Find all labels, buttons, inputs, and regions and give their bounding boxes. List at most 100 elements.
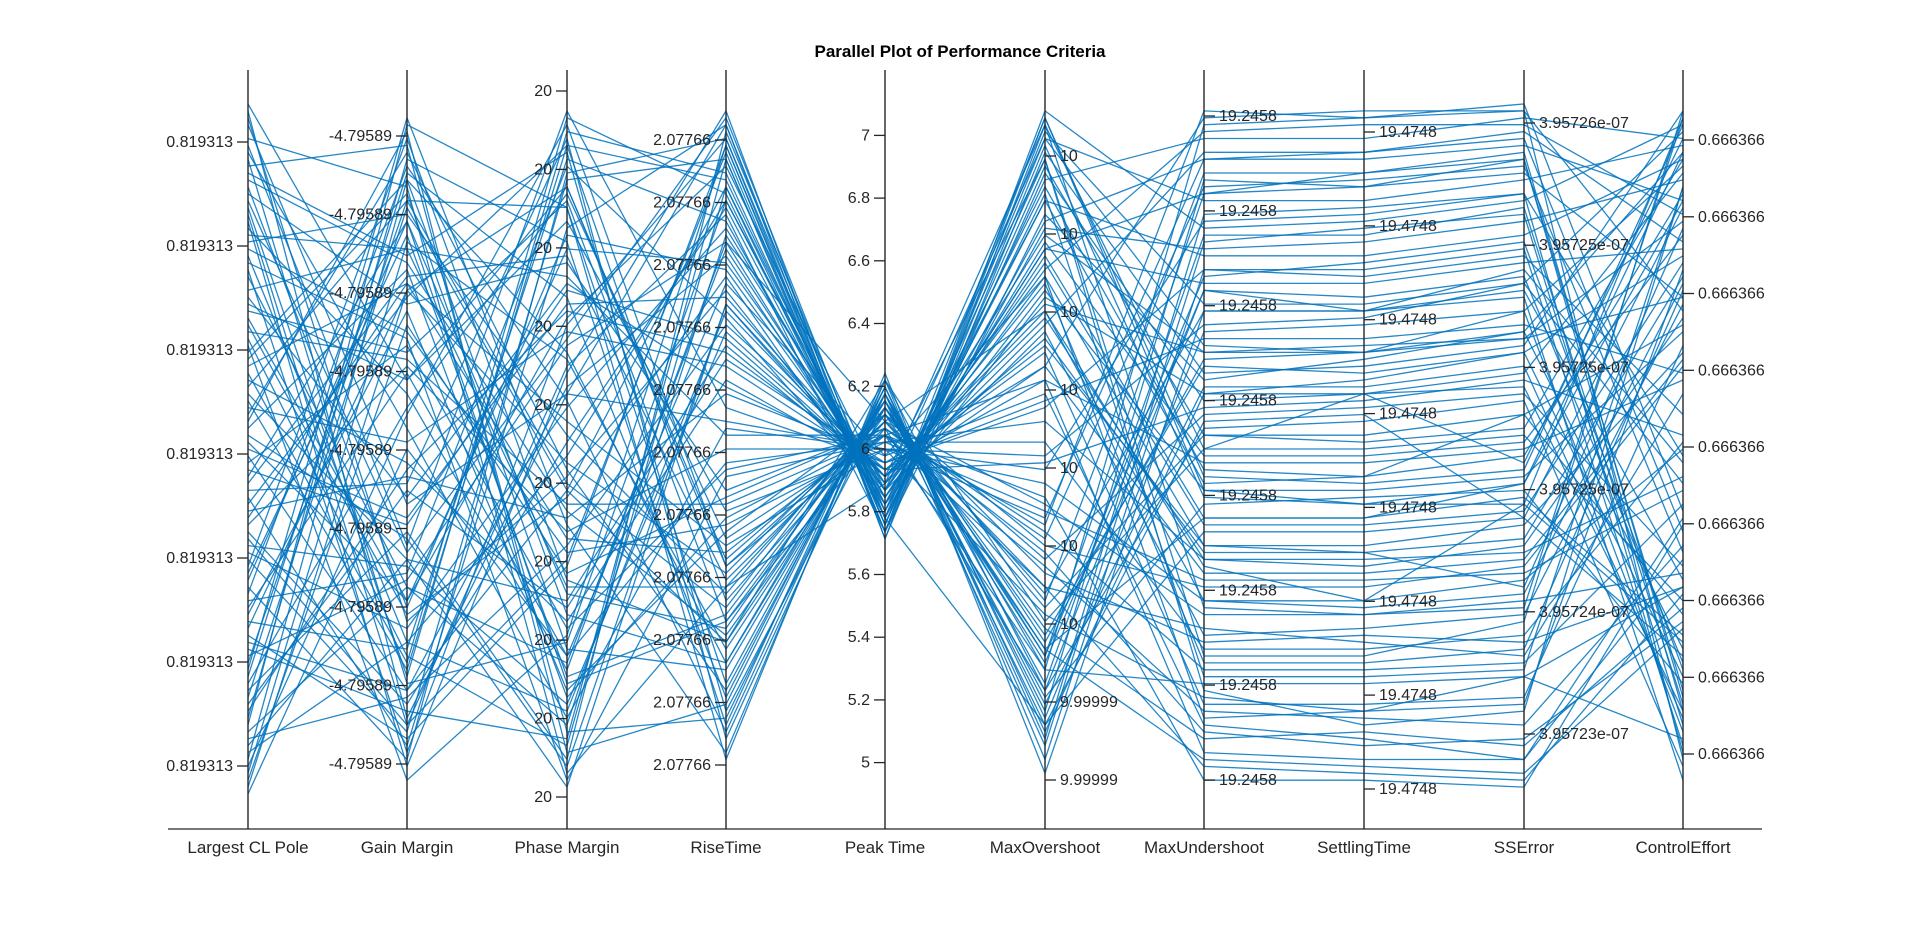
tick-label: 19.4748 xyxy=(1379,593,1437,610)
tick-label: 20 xyxy=(534,397,552,414)
tick-label: 6.6 xyxy=(848,253,870,270)
axis-settlingtime: 19.4748 19.4748 19.4748 19.4748 19.4748 19.47… xyxy=(1317,70,1437,857)
axis-label: ControlEffort xyxy=(1635,838,1730,857)
tick-label: 5.4 xyxy=(848,629,870,646)
data-lines xyxy=(247,103,1684,795)
axis-risetime: 2.07766 2.07766 2.07766 2.07766 2.07766 2.077… xyxy=(653,70,762,857)
data-line xyxy=(247,129,1684,754)
data-line xyxy=(247,130,1684,727)
tick-label: 2.07766 xyxy=(653,757,711,774)
tick-label: 5 xyxy=(861,755,870,772)
tick-label: 7 xyxy=(861,127,870,144)
data-line xyxy=(247,116,1684,782)
tick-label: 10 xyxy=(1060,148,1078,165)
data-line xyxy=(247,268,1684,726)
tick-label: 10 xyxy=(1060,226,1078,243)
data-line xyxy=(247,109,1684,727)
tick-label: 6.4 xyxy=(848,316,870,333)
tick-label: 0.819313 xyxy=(166,238,233,255)
data-line xyxy=(247,289,1684,567)
data-line xyxy=(247,123,1684,775)
data-line xyxy=(247,241,1684,657)
tick-label: 19.2458 xyxy=(1219,298,1277,315)
tick-label: 20 xyxy=(534,240,552,257)
tick-label: 2.07766 xyxy=(653,320,711,337)
data-line xyxy=(247,240,1684,774)
tick-label: 19.4748 xyxy=(1379,406,1437,423)
tick-label: 3.95724e-07 xyxy=(1539,604,1629,621)
tick-label: 10 xyxy=(1060,616,1078,633)
data-line xyxy=(247,247,1684,733)
data-line xyxy=(247,255,1684,582)
tick-label: 5.8 xyxy=(848,504,870,521)
axis-label: MaxOvershoot xyxy=(990,838,1101,857)
axis-gain-margin: -4.79589 -4.79589 -4.79589 -4.79589 -4.79589… xyxy=(329,70,453,857)
tick-label: 10 xyxy=(1060,304,1078,321)
data-line xyxy=(247,199,1684,705)
axes: 0.819313 0.819313 0.819313 0.819313 0.819313… xyxy=(166,70,1765,857)
tick-label: 0.666366 xyxy=(1698,746,1765,763)
tick-label: 0.819313 xyxy=(166,134,233,151)
tick-label: 19.4748 xyxy=(1379,312,1437,329)
data-line xyxy=(247,165,1684,554)
tick-label: 2.07766 xyxy=(653,570,711,587)
tick-label: 19.2458 xyxy=(1219,203,1277,220)
tick-label: 3.95725e-07 xyxy=(1539,482,1629,499)
data-line xyxy=(247,109,1684,548)
chart-title: Parallel Plot of Performance Criteria xyxy=(815,42,1107,61)
tick-label: 0.666366 xyxy=(1698,669,1765,686)
tick-label: 2.07766 xyxy=(653,195,711,212)
tick-label: 0.819313 xyxy=(166,446,233,463)
tick-label: 9.99999 xyxy=(1060,694,1118,711)
tick-label: 19.4748 xyxy=(1379,781,1437,798)
tick-label: 19.2458 xyxy=(1219,487,1277,504)
data-line xyxy=(247,116,1684,761)
tick-label: 20 xyxy=(534,83,552,100)
tick-label: 20 xyxy=(534,318,552,335)
tick-label: 6 xyxy=(861,441,870,458)
tick-label: -4.79589 xyxy=(329,442,392,459)
data-line xyxy=(247,177,1684,760)
axis-label: Gain Margin xyxy=(361,838,454,857)
tick-label: 6.8 xyxy=(848,190,870,207)
tick-label: -4.79589 xyxy=(329,756,392,773)
tick-label: 0.819313 xyxy=(166,342,233,359)
tick-label: 3.95726e-07 xyxy=(1539,115,1629,132)
tick-label: 3.95723e-07 xyxy=(1539,726,1629,743)
data-line xyxy=(247,123,1684,748)
axis-label: Largest CL Pole xyxy=(187,838,308,857)
tick-label: 19.2458 xyxy=(1219,108,1277,125)
data-line xyxy=(247,171,1684,753)
tick-label: 2.07766 xyxy=(653,257,711,274)
tick-label: 0.666366 xyxy=(1698,593,1765,610)
axis-label: Phase Margin xyxy=(515,838,620,857)
data-line xyxy=(247,157,1684,740)
tick-label: 19.4748 xyxy=(1379,124,1437,141)
axis-maxovershoot: 10 10 10 10 10 10 10 9.99999 9.99999 MaxOvershoot xyxy=(990,70,1118,857)
tick-label: 0.666366 xyxy=(1698,439,1765,456)
tick-label: 0.819313 xyxy=(166,550,233,567)
tick-label: 0.819313 xyxy=(166,758,233,775)
tick-label: 2.07766 xyxy=(653,695,711,712)
axis-sserror: 3.95726e-07 3.95725e-07 3.95725e-07 3.95725… xyxy=(1494,70,1629,857)
tick-label: 10 xyxy=(1060,538,1078,555)
data-line xyxy=(247,103,1684,526)
tick-label: 20 xyxy=(534,554,552,571)
axis-label: SettlingTime xyxy=(1317,838,1411,857)
tick-label: 2.07766 xyxy=(653,132,711,149)
data-line xyxy=(247,379,1684,623)
tick-label: 5.6 xyxy=(848,567,870,584)
data-line xyxy=(247,137,1684,755)
axis-label: MaxUndershoot xyxy=(1144,838,1264,857)
data-line xyxy=(247,116,1684,678)
data-line xyxy=(247,117,1684,636)
axis-label: SSError xyxy=(1494,838,1555,857)
tick-label: 0.819313 xyxy=(166,654,233,671)
data-line xyxy=(247,115,1684,762)
tick-label: 2.07766 xyxy=(653,632,711,649)
data-line xyxy=(247,205,1684,698)
tick-label: 20 xyxy=(534,475,552,492)
tick-label: 10 xyxy=(1060,382,1078,399)
axis-label: RiseTime xyxy=(690,838,761,857)
